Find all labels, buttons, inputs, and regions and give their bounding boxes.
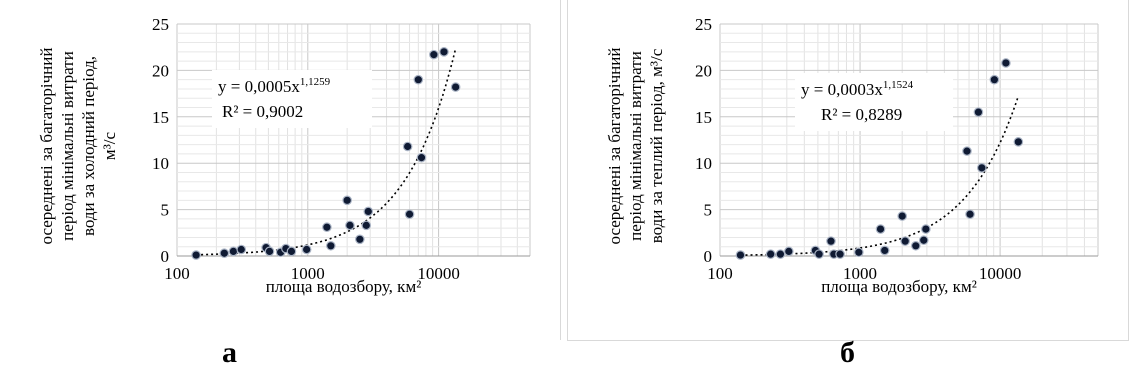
- data-point: [962, 146, 972, 156]
- r-squared-label: R² = 0,8289: [821, 105, 902, 124]
- data-point: [439, 47, 449, 57]
- data-point: [219, 248, 230, 259]
- y-tick-label: 5: [161, 201, 170, 220]
- data-point: [322, 222, 332, 233]
- panel-label-a: а: [222, 336, 237, 369]
- y-axis-label-line: період мінімальні витрати: [626, 51, 645, 241]
- data-point: [814, 249, 824, 259]
- data-point: [989, 74, 1000, 85]
- data-point: [897, 211, 908, 221]
- data-point: [236, 244, 247, 255]
- chart-panel-b: 0 5 10 15 20 25 100 1000 10000 площа водозбору, к…: [567, 0, 1129, 341]
- y-tick-label: 20: [695, 61, 712, 80]
- data-point: [355, 234, 365, 245]
- data-point: [326, 240, 336, 251]
- x-tick-label: 100: [707, 264, 733, 283]
- data-point: [413, 74, 424, 85]
- data-point: [345, 220, 355, 231]
- equation-box: [795, 73, 953, 131]
- trendline: [196, 48, 457, 256]
- data-point: [900, 236, 910, 246]
- data-point: [301, 244, 312, 255]
- data-point: [775, 249, 786, 259]
- data-point: [910, 240, 921, 251]
- data-point: [965, 209, 975, 220]
- y-tick-label: 10: [152, 154, 169, 173]
- x-axis-label: площа водозбору, км²: [821, 277, 977, 296]
- chart-panel-a: 0 5 10 15 20 25 100 1000 10000 площа водозбору, к…: [0, 0, 561, 340]
- data-point: [363, 206, 374, 217]
- y-tick-label: 15: [695, 108, 712, 127]
- x-axis-label: площа водозбору, км²: [266, 277, 422, 296]
- data-point: [228, 246, 239, 257]
- data-point: [1013, 137, 1024, 147]
- data-point: [918, 235, 929, 246]
- y-tick-label: 25: [695, 15, 712, 34]
- x-tick-label: 10000: [417, 264, 460, 283]
- y-tick-label: 20: [152, 61, 169, 80]
- y-tick-label: 0: [161, 247, 170, 266]
- data-point: [416, 152, 427, 163]
- data-point: [342, 195, 352, 206]
- data-point: [735, 250, 746, 260]
- data-point: [264, 246, 275, 257]
- y-axis-label-line: м³/с: [100, 131, 119, 160]
- y-axis-label-line: осереднені за багаторічний: [37, 48, 56, 245]
- equation-box: [212, 70, 372, 128]
- trend-equation-exponent: 1,1524: [883, 79, 914, 91]
- data-point: [854, 247, 864, 258]
- y-tick-label: 15: [152, 108, 169, 127]
- data-point: [879, 245, 890, 256]
- panel-label-b: б: [840, 336, 855, 369]
- data-point: [976, 163, 987, 173]
- y-axis-label-line: води за холодний період,: [79, 56, 98, 236]
- data-point: [404, 209, 415, 220]
- data-point: [875, 224, 886, 234]
- y-tick-label: 10: [695, 154, 712, 173]
- data-point: [921, 224, 931, 234]
- x-tick-label: 100: [164, 264, 190, 283]
- data-point: [765, 249, 776, 259]
- y-axis-label-line: води за теплий період, м³/с: [647, 48, 666, 243]
- y-tick-label: 5: [704, 201, 713, 220]
- data-point: [826, 236, 836, 246]
- data-point: [973, 107, 984, 117]
- x-tick-label: 1000: [843, 264, 877, 283]
- data-point: [402, 141, 413, 152]
- trend-equation-exponent: 1,1259: [300, 76, 331, 88]
- data-point: [286, 246, 297, 257]
- y-tick-label: 0: [704, 247, 713, 266]
- data-point: [361, 220, 372, 231]
- data-point: [784, 246, 794, 257]
- r-squared-label: R² = 0,9002: [222, 102, 303, 121]
- x-tick-label: 1000: [291, 264, 325, 283]
- data-point: [450, 82, 461, 92]
- data-point: [835, 249, 845, 259]
- data-point: [1001, 58, 1011, 68]
- y-tick-label: 25: [152, 15, 169, 34]
- x-tick-label: 10000: [979, 264, 1022, 283]
- y-axis-label-line: осереднені за багаторічний: [605, 48, 624, 245]
- data-point: [429, 49, 439, 60]
- data-point: [191, 250, 201, 260]
- y-axis-label-line: період мінімальні витрати: [58, 51, 77, 241]
